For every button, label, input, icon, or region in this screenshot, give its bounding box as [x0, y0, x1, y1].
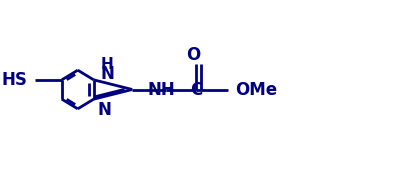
- Text: N: N: [98, 101, 111, 119]
- Text: HS: HS: [2, 71, 27, 89]
- Text: N: N: [100, 66, 114, 83]
- Text: OMe: OMe: [235, 81, 277, 98]
- Text: NH: NH: [148, 81, 175, 98]
- Text: H: H: [100, 57, 113, 72]
- Text: C: C: [190, 81, 202, 98]
- Text: O: O: [186, 46, 200, 64]
